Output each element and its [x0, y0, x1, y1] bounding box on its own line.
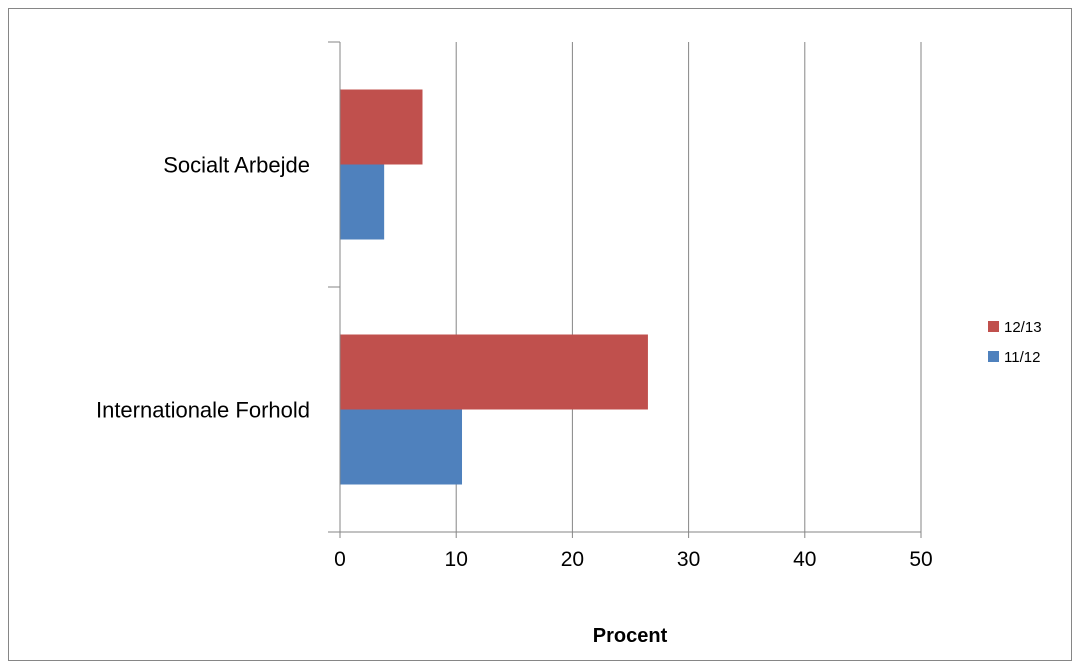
x-tick-label: 30	[677, 548, 700, 571]
axes	[328, 41, 922, 538]
legend-label: 11/12	[1004, 349, 1040, 366]
bar-11-12	[340, 409, 463, 485]
bar-12-13	[340, 89, 423, 165]
bar-12-13	[340, 334, 648, 410]
x-tick-label: 10	[445, 548, 468, 571]
legend-swatch	[988, 321, 999, 332]
bar-11-12	[340, 164, 385, 240]
x-tick-label: 20	[561, 548, 584, 571]
x-tick-label: 50	[909, 548, 932, 571]
x-tick-label: 40	[793, 548, 816, 571]
legend-label: 12/13	[1004, 319, 1042, 336]
x-tick-label: 0	[334, 548, 346, 571]
legend-swatch	[988, 351, 999, 362]
gridlines	[455, 42, 922, 532]
x-tick-labels: 0 10 20 30 40 50	[334, 548, 933, 571]
category-label: Internationale Forhold	[96, 398, 310, 423]
category-label: Socialt Arbejde	[163, 153, 310, 178]
x-axis-label: Procent	[593, 625, 668, 647]
legend: 12/13 11/12	[988, 319, 1042, 366]
category-labels: Internationale Forhold Socialt Arbejde	[96, 153, 310, 423]
bars	[340, 89, 648, 485]
